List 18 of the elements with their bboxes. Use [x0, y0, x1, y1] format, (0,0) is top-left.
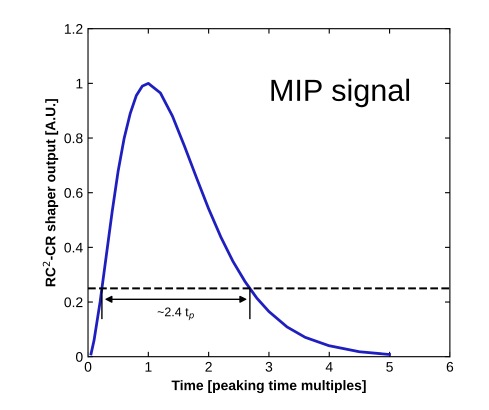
- x-tick-label: 2: [205, 362, 212, 372]
- x-tick-label: 4: [326, 362, 333, 372]
- annotation: ~2.4 t$_{p}$: [158, 308, 194, 320]
- y-tick-label: 0.4: [64, 242, 83, 253]
- y-tick-label: 0.2: [64, 297, 82, 308]
- annotation: MIP signal: [271, 78, 410, 108]
- y-axis-title: RC$^{2}$-CR shaper output [A.U.]: [42, 99, 58, 286]
- y-tick-label: 0: [76, 352, 83, 362]
- x-tick-label: 3: [266, 362, 272, 372]
- y-tick-label: 1.2: [64, 24, 82, 34]
- x-tick-label: 0: [84, 362, 92, 372]
- x-axis-title: Time [peaking time multiples]: [172, 380, 366, 394]
- x-tick-label: 6: [446, 362, 454, 372]
- x-tick-label: 5: [386, 362, 393, 372]
- y-tick-label: 0.8: [64, 133, 83, 144]
- y-tick-label: 0.6: [64, 188, 83, 198]
- y-tick-label: 1: [76, 78, 82, 88]
- x-tick-label: 1: [146, 362, 152, 372]
